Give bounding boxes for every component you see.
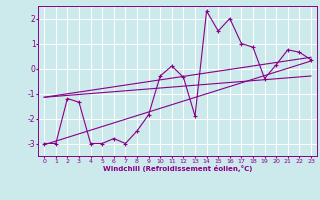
X-axis label: Windchill (Refroidissement éolien,°C): Windchill (Refroidissement éolien,°C) [103,165,252,172]
